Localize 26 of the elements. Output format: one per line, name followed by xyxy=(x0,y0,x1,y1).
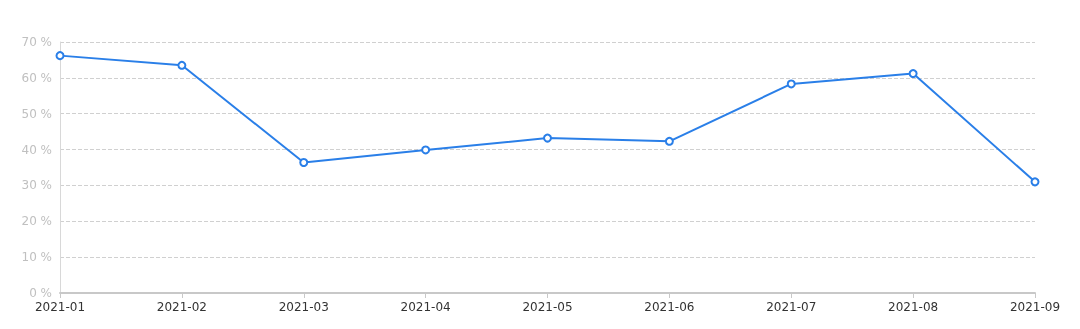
y-tick-label: 70 % xyxy=(21,35,52,49)
y-tick-label: 10 % xyxy=(21,250,52,265)
point xyxy=(786,79,796,89)
y-tick-label: 0 % xyxy=(29,286,52,300)
y-tick-label: 40 % xyxy=(21,142,52,157)
y-tick-label: 60 % xyxy=(21,70,52,85)
x-tick-label: 2021-05 xyxy=(522,300,573,314)
point xyxy=(421,145,431,155)
point xyxy=(177,60,187,70)
x-tick-label: 2021-08 xyxy=(888,300,939,314)
point xyxy=(664,136,674,146)
point xyxy=(543,133,552,143)
y-tick-label: 20 % xyxy=(21,214,52,229)
x-tick-label: 2021-02 xyxy=(156,300,207,314)
x-tick-label: 2021-07 xyxy=(766,300,817,314)
point xyxy=(1030,177,1040,187)
x-tick-label: 2021-06 xyxy=(644,300,695,314)
point xyxy=(908,69,918,79)
x-tick-label: 2021-04 xyxy=(400,300,451,314)
x-tick-label: 2021-09 xyxy=(1009,300,1061,314)
x-tick-label: 2021-03 xyxy=(278,300,329,314)
point xyxy=(55,51,65,61)
y-tick-label: 30 % xyxy=(21,178,52,193)
x-tick-label: 2021-01 xyxy=(34,300,86,314)
y-tick-label: 50 % xyxy=(21,106,52,121)
point xyxy=(299,157,309,167)
